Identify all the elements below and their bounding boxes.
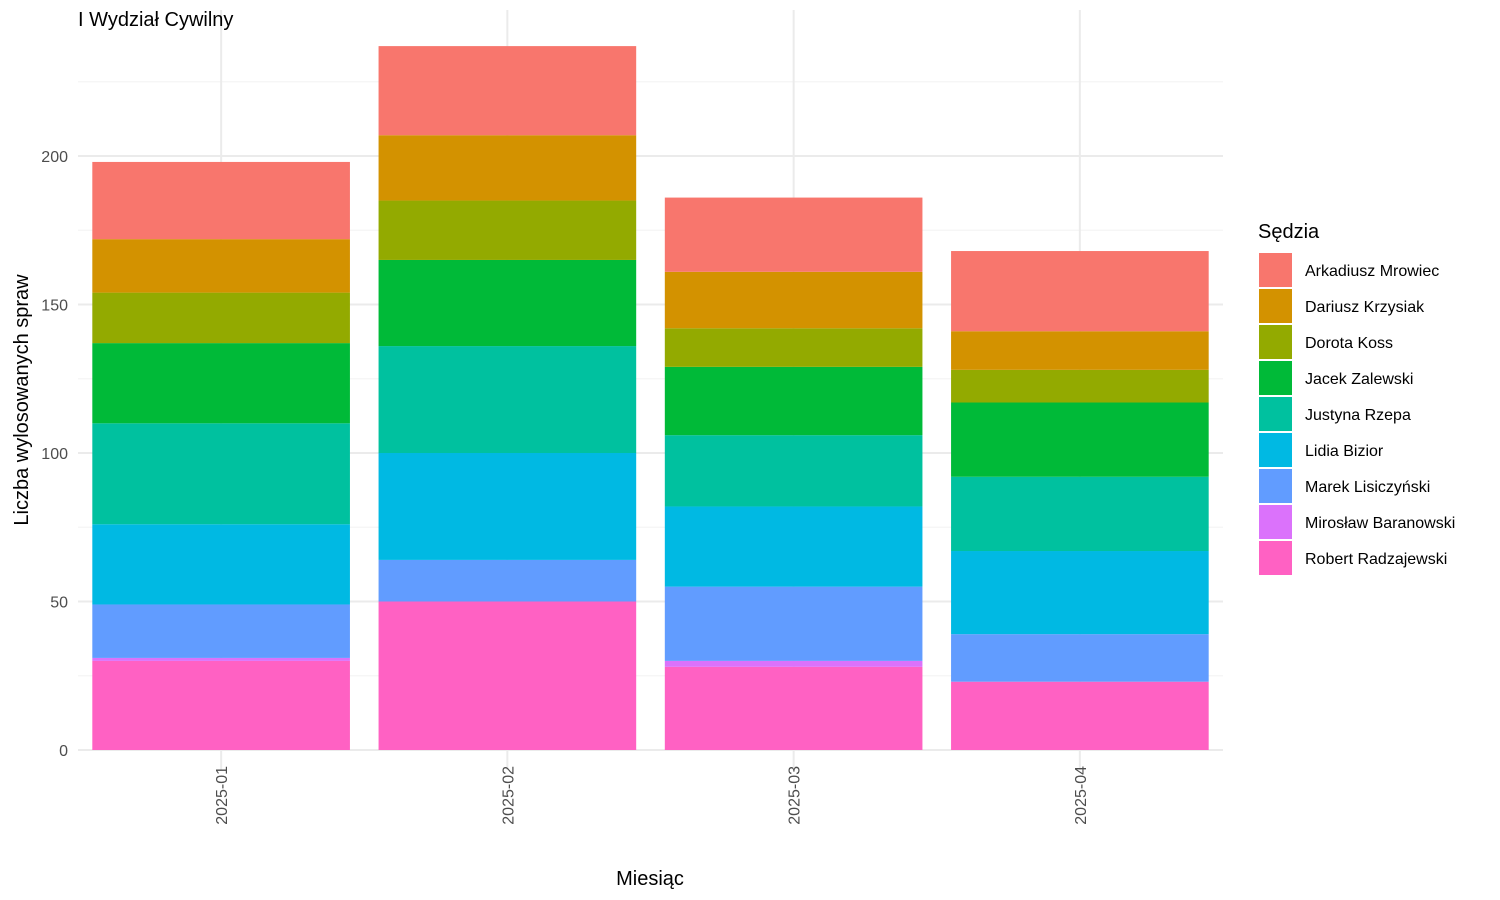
- legend-label: Dorota Koss: [1305, 335, 1393, 352]
- legend-key: [1259, 289, 1292, 323]
- legend-key: [1259, 325, 1292, 359]
- y-tick-label: 0: [59, 743, 68, 760]
- bar-segment: [951, 476, 1209, 552]
- x-axis-title: Miesiąc: [616, 868, 684, 890]
- chart-title: I Wydział Cywilny: [78, 9, 233, 31]
- bar-segment: [92, 239, 350, 293]
- legend-label: Justyna Rzepa: [1305, 407, 1411, 424]
- legend-key: [1259, 433, 1292, 467]
- bar-segment: [378, 559, 637, 602]
- legend-label: Dariusz Krzysiak: [1305, 299, 1425, 316]
- y-axis-title: Liczba wylosowanych spraw: [11, 274, 33, 526]
- bar-segment: [951, 551, 1209, 635]
- x-tick-label: 2025-02: [500, 766, 517, 825]
- bar-segment: [664, 328, 923, 367]
- y-tick-label: 50: [50, 595, 68, 612]
- bar-segment: [664, 271, 923, 329]
- y-tick-label: 150: [41, 298, 68, 315]
- bars: [92, 46, 1209, 750]
- bar-segment: [92, 343, 350, 424]
- bar-segment: [951, 251, 1209, 332]
- bar-segment: [378, 46, 637, 136]
- legend-key: [1259, 397, 1292, 431]
- bar-segment: [92, 660, 350, 750]
- x-tick-label: 2025-01: [214, 766, 231, 825]
- bar-segment: [378, 135, 637, 201]
- bar-segment: [664, 660, 923, 667]
- legend-key: [1259, 361, 1292, 395]
- x-tick-label: 2025-04: [1073, 766, 1090, 825]
- bar-segment: [378, 453, 637, 560]
- bar-segment: [951, 634, 1209, 682]
- bar-segment: [664, 366, 923, 436]
- legend-label: Jacek Zalewski: [1305, 371, 1413, 388]
- x-tick-label: 2025-03: [787, 766, 804, 825]
- legend-items: Arkadiusz Mrowiec Dariusz Krzysiak Dorota …: [1259, 253, 1455, 575]
- legend-key: [1259, 469, 1292, 503]
- y-tick-label: 200: [41, 149, 68, 166]
- legend-key: [1259, 253, 1292, 287]
- legend: Sędzia Arkadiusz Mrowiec Dariusz Krzysiak…: [1258, 221, 1455, 575]
- legend-key: [1259, 505, 1292, 539]
- bar-segment: [92, 161, 350, 240]
- bar-segment: [664, 197, 923, 272]
- legend-label: Lidia Bizior: [1305, 443, 1384, 460]
- y-tick-label: 100: [41, 446, 68, 463]
- bar-segment: [664, 435, 923, 507]
- bar-segment: [664, 506, 923, 587]
- legend-title: Sędzia: [1258, 221, 1320, 243]
- legend-label: Mirosław Baranowski: [1305, 515, 1455, 532]
- bar-segment: [951, 402, 1209, 477]
- bar-segment: [92, 292, 350, 344]
- bar-segment: [664, 666, 923, 750]
- bar-segment: [92, 604, 350, 658]
- legend-label: Robert Radzajewski: [1305, 551, 1447, 568]
- legend-label: Marek Lisiczyński: [1305, 479, 1430, 496]
- bar-segment: [378, 346, 637, 453]
- bar-segment: [378, 601, 637, 750]
- bar-segment: [92, 524, 350, 605]
- x-axis-ticks: 2025-01 2025-02 2025-03 2025-04: [214, 766, 1090, 825]
- bar-segment: [951, 681, 1209, 750]
- bar-segment: [951, 331, 1209, 370]
- bar-segment: [664, 586, 923, 661]
- bar-segment: [378, 200, 637, 260]
- bar-segment: [951, 369, 1209, 403]
- bar-segment: [92, 657, 350, 661]
- legend-label: Arkadiusz Mrowiec: [1305, 263, 1439, 280]
- y-axis-ticks: 0 50 100 150 200: [41, 149, 68, 760]
- bar-segment: [378, 259, 637, 347]
- legend-key: [1259, 541, 1292, 575]
- bar-segment: [92, 423, 350, 525]
